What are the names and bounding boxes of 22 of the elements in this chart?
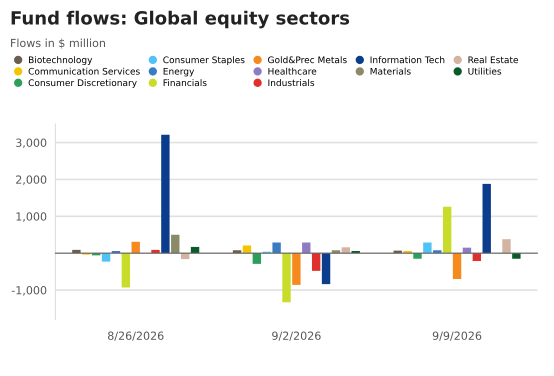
y-tick-label: -1,000: [12, 286, 46, 296]
chart-title: Fund flows: Global equity sectors: [12, 10, 350, 28]
x-tick-label: 9/9/2026: [432, 332, 482, 341]
legend-label: Materials: [370, 68, 411, 75]
x-tick-label: 8/26/2026: [108, 332, 164, 341]
legend-label: Healthcare: [268, 68, 316, 75]
legend-label: Biotechnology: [28, 56, 92, 65]
legend-label: Industrials: [268, 79, 314, 86]
legend-label: Information Tech: [370, 56, 444, 64]
legend-label: Consumer Staples: [163, 56, 245, 65]
legend-label: Gold&Prec Metals: [268, 56, 347, 64]
legend-label: Financials: [164, 79, 207, 86]
legend-label: Consumer Discretionary: [28, 79, 137, 88]
legend-label: Communication Services: [28, 68, 140, 75]
legend-label: Real Estate: [468, 56, 518, 64]
legend-label: Utilities: [468, 68, 502, 75]
y-tick-label: 3,000: [16, 138, 46, 148]
legend-label: Energy: [164, 68, 194, 76]
y-tick-label: 2,000: [16, 175, 46, 185]
chart-subtitle: Flows in $ million: [11, 38, 105, 49]
x-tick-label: 9/2/2026: [272, 332, 321, 341]
y-tick-label: 1,000: [16, 212, 46, 222]
